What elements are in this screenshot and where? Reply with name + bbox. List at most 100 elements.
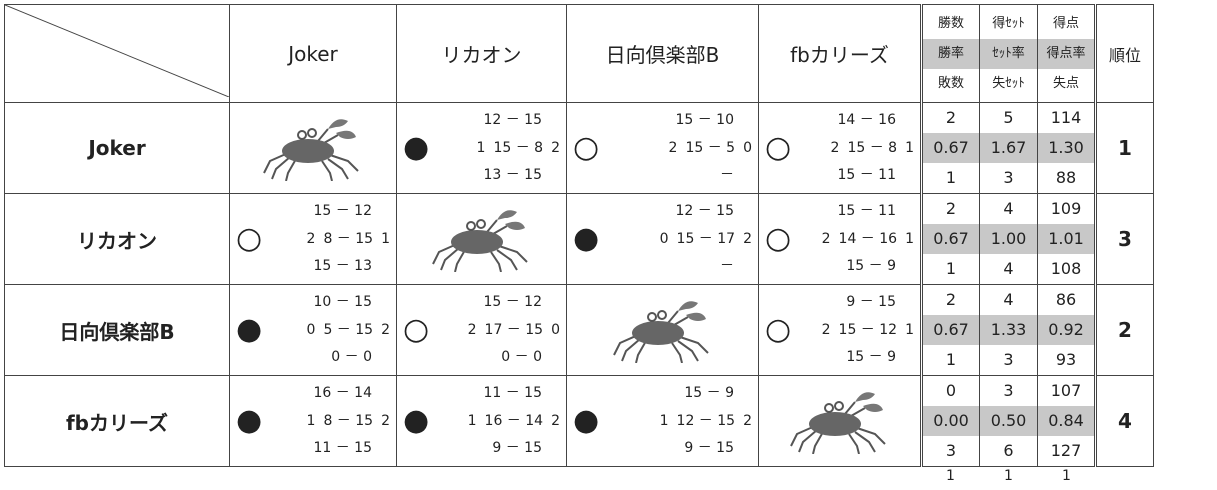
set-scores: 14 － 16 2 15 － 8 1 15 － 11 bbox=[831, 107, 914, 189]
result-mark: ● bbox=[236, 403, 263, 438]
stat-value: 6 bbox=[1003, 441, 1014, 460]
crab-icon bbox=[431, 210, 528, 273]
match-cell bbox=[229, 102, 397, 194]
set-line: 11 － 15 bbox=[307, 435, 390, 462]
set-score: － bbox=[720, 258, 734, 274]
stat-value: 108 bbox=[1050, 259, 1082, 278]
sets-lost: 0 bbox=[743, 139, 752, 156]
result-mark: ○ bbox=[236, 221, 263, 256]
set-scores: 12 － 15 1 15 － 8 2 13 － 15 bbox=[477, 107, 560, 189]
set-score: 12 － 15 bbox=[675, 203, 734, 219]
stat-value: 4 bbox=[1003, 199, 1014, 218]
set-score: 14 － 16 bbox=[838, 230, 898, 247]
set-line: 2 15 － 8 1 bbox=[831, 135, 914, 162]
sets-lost: 2 bbox=[743, 230, 752, 247]
stat-value: 109 bbox=[1050, 199, 1082, 218]
stat-cell: 109 1.01 108 bbox=[1037, 193, 1096, 285]
result-mark: ○ bbox=[765, 312, 792, 347]
set-line: 15 － 11 bbox=[831, 162, 914, 189]
set-score: 11 － 15 bbox=[483, 385, 542, 401]
sets-lost: 0 bbox=[551, 321, 560, 338]
stat-value: 0.84 bbox=[1038, 406, 1094, 436]
set-score: 15 － 11 bbox=[837, 167, 896, 183]
set-score: 15 － 17 bbox=[676, 230, 736, 247]
stat-value: 1.01 bbox=[1038, 224, 1094, 254]
rank: 1 bbox=[1094, 102, 1154, 194]
team-name: fbカリーズ bbox=[4, 375, 230, 467]
result-mark: ○ bbox=[765, 130, 792, 165]
set-score: 12 － 15 bbox=[676, 412, 736, 429]
sets-won: 2 bbox=[821, 230, 831, 247]
set-scores: 15 － 9 1 12 － 15 2 9 － 15 bbox=[660, 380, 752, 462]
sets-won: 0 bbox=[306, 321, 316, 338]
set-line: 15 － 9 bbox=[822, 253, 914, 280]
corner-cell bbox=[4, 4, 230, 103]
stat-value: 0.50 bbox=[980, 406, 1037, 436]
stat-value: 0.67 bbox=[923, 224, 979, 254]
crab-icon bbox=[612, 301, 709, 364]
stat-value: 88 bbox=[1055, 168, 1077, 187]
result-mark: ● bbox=[236, 312, 263, 347]
sets-lost: 2 bbox=[551, 139, 560, 156]
stat-cell: 2 0.67 1 bbox=[920, 284, 980, 376]
set-score: － bbox=[720, 167, 734, 183]
stat-label: 得点 bbox=[1052, 15, 1079, 31]
set-line: 9 － 15 bbox=[468, 435, 560, 462]
set-line: 14 － 16 bbox=[831, 107, 914, 134]
stat-value: 4 bbox=[1003, 259, 1014, 278]
team-header: リカオン bbox=[396, 4, 567, 103]
stat-value: 0.92 bbox=[1038, 315, 1094, 345]
set-line: 12 － 15 bbox=[660, 198, 752, 225]
set-scores: 12 － 15 0 15 － 17 2 － bbox=[660, 198, 752, 280]
set-score: 15 － 5 bbox=[685, 139, 736, 156]
sets-lost: 2 bbox=[381, 321, 390, 338]
match-cell: ○ 15 － 12 2 8 － 15 1 15 － 13 bbox=[229, 193, 397, 285]
standings-table: Joker リカオン 日向倶楽部B fbカリーズ 勝数 勝率 敗数 得ｾｯﾄ ｾｯﾄ率 失ｾｯﾄ得… bbox=[4, 4, 1154, 467]
table-body: Joker リカオン 日向倶楽部B fbカリーズ 勝数 勝率 敗数 得ｾｯﾄ ｾｯﾄ率 失ｾｯﾄ得… bbox=[4, 4, 1154, 467]
stat-cell: 86 0.92 93 bbox=[1037, 284, 1096, 376]
set-line: 0 － 0 bbox=[468, 344, 560, 371]
team-row: fbカリーズ ● 16 － 14 1 8 － 15 2 11 － 15 ● 11 － 15 1 16… bbox=[4, 375, 1154, 467]
set-score: 15 － 8 bbox=[847, 139, 898, 156]
set-scores: 15 － 10 2 15 － 5 0 － bbox=[669, 107, 752, 189]
stat-value: 86 bbox=[1055, 290, 1077, 309]
footer-value: 1 bbox=[946, 468, 955, 484]
set-score: 17 － 15 bbox=[484, 321, 544, 338]
set-score: 13 － 15 bbox=[483, 167, 542, 183]
match-cell: ● 16 － 14 1 8 － 15 2 11 － 15 bbox=[229, 375, 397, 467]
stat-value: 0.00 bbox=[923, 406, 979, 436]
stat-cell: 2 0.67 1 bbox=[920, 193, 980, 285]
result-mark: ● bbox=[403, 403, 430, 438]
set-line: 1 15 － 8 2 bbox=[477, 135, 560, 162]
stat-cell: 114 1.30 88 bbox=[1037, 102, 1096, 194]
team-row: Joker ● 12 － 15 1 15 － 8 2 13 － 15 ○ 15 － 10 2 15… bbox=[4, 102, 1154, 194]
set-line: 1 12 － 15 2 bbox=[660, 408, 752, 435]
set-scores: 11 － 15 1 16 － 14 2 9 － 15 bbox=[468, 380, 560, 462]
sets-won: 1 bbox=[659, 412, 669, 429]
sets-won: 0 bbox=[659, 230, 669, 247]
team-row: リカオン ○ 15 － 12 2 8 － 15 1 15 － 13 ● 12 － 15 0 15 … bbox=[4, 193, 1154, 285]
team-header: Joker bbox=[229, 4, 397, 103]
set-score: 8 － 15 bbox=[323, 230, 374, 247]
set-score: 8 － 15 bbox=[323, 412, 374, 429]
stat-value: 1.30 bbox=[1038, 133, 1094, 163]
footer-value: 1 bbox=[1004, 468, 1013, 484]
rank: 3 bbox=[1094, 193, 1154, 285]
sets-lost: 1 bbox=[381, 230, 390, 247]
stat-value: 1 bbox=[945, 350, 957, 369]
result-mark: ● bbox=[573, 221, 600, 256]
result-mark: ○ bbox=[573, 130, 600, 165]
set-line: 9 － 15 bbox=[660, 435, 752, 462]
crab-icon bbox=[789, 392, 886, 455]
set-line: 2 15 － 12 1 bbox=[822, 317, 914, 344]
set-line: 15 － 10 bbox=[669, 107, 752, 134]
set-line: 15 － 9 bbox=[822, 344, 914, 371]
sets-won: 2 bbox=[830, 139, 840, 156]
match-cell: ○ 15 － 12 2 17 － 15 0 0 － 0 bbox=[396, 284, 567, 376]
stat-value: 1.67 bbox=[980, 133, 1037, 163]
match-cell: ○ 15 － 11 2 14 － 16 1 15 － 9 bbox=[758, 193, 922, 285]
set-scores: 9 － 15 2 15 － 12 1 15 － 9 bbox=[822, 289, 914, 371]
result-mark: ● bbox=[573, 403, 600, 438]
set-scores: 15 － 11 2 14 － 16 1 15 － 9 bbox=[822, 198, 914, 280]
